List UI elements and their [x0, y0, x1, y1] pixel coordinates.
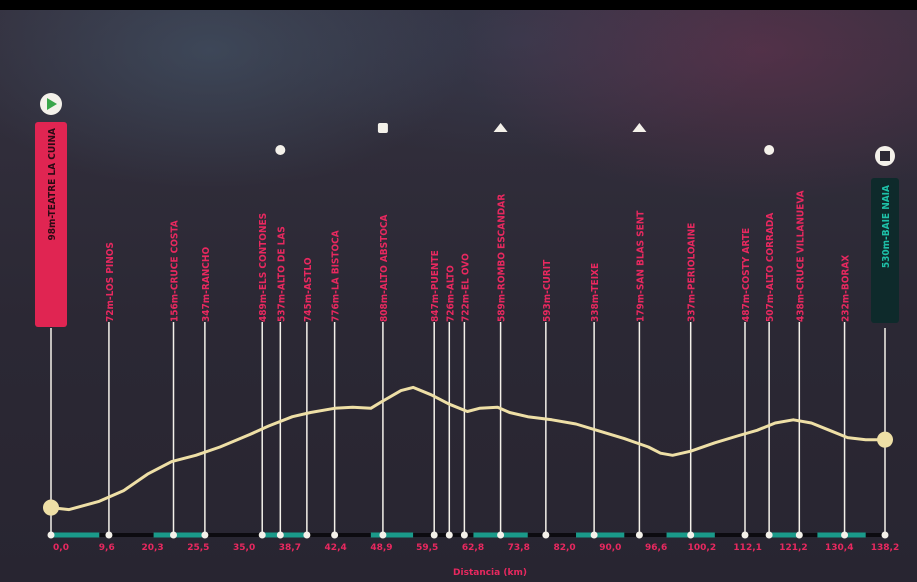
baseline-dot-18: [765, 531, 773, 539]
point-label-16: 337m-PERIOLOAINE: [687, 223, 698, 322]
x-tick-label-9: 62,8: [462, 543, 484, 553]
point-label-20: 232m-BORAX: [841, 255, 852, 322]
x-tick-label-2: 20,3: [141, 543, 163, 553]
baseline-dot-10: [445, 531, 453, 539]
elevation-line: [50, 385, 885, 512]
x-tick-label-5: 38,7: [279, 543, 301, 553]
x-tick-label-12: 90,0: [599, 543, 621, 553]
x-tick-label-1: 9,6: [99, 543, 115, 553]
finish-label-box: [871, 178, 899, 323]
baseline-dot-20: [841, 531, 849, 539]
baseline-dot-12: [497, 531, 505, 539]
x-tick-label-11: 82,0: [553, 543, 575, 553]
x-tick-label-3: 25,5: [187, 543, 209, 553]
baseline-dot-4: [258, 531, 266, 539]
start-icon-arrow: [47, 98, 57, 110]
baseline-dot-7: [331, 531, 339, 539]
x-tick-label-16: 121,2: [779, 543, 807, 553]
finish-point-marker: [877, 431, 893, 448]
mountain-icon: [632, 123, 647, 132]
mountain-icon: [493, 123, 508, 132]
baseline-dot-0: [47, 531, 55, 539]
x-tick-label-14: 100,2: [688, 543, 716, 553]
finish-label-text: 530m-BAIE NAIA: [881, 185, 892, 268]
point-label-8: 808m-ALTO ABSTOCA: [379, 214, 390, 322]
baseline-dot-9: [430, 531, 438, 539]
baseline-dot-14: [590, 531, 598, 539]
point-label-11: 722m-EL OVO: [460, 253, 471, 322]
baseline-dot-21: [881, 531, 889, 539]
point-label-5: 537m-ALTO DE LAS: [276, 226, 287, 322]
x-tick-label-10: 73,8: [508, 543, 530, 553]
baseline-dot-5: [276, 531, 284, 539]
x-tick-label-18: 138,2: [871, 543, 899, 553]
point-label-3: 347m-RANCHO: [201, 247, 212, 322]
baseline-dot-19: [795, 531, 803, 539]
baseline-dot-16: [687, 531, 695, 539]
x-tick-label-15: 112,1: [733, 543, 761, 553]
baseline-dot-11: [460, 531, 468, 539]
point-label-19: 438m-CRUCE VILLANUEVA: [795, 190, 806, 322]
point-label-6: 745m-ASTLO: [303, 257, 314, 322]
point-label-10: 726m-ALTO: [445, 265, 456, 322]
start-label-box: [35, 122, 67, 327]
baseline-dot-6: [303, 531, 311, 539]
finish-flag-icon: [880, 151, 890, 161]
point-label-4: 489m-ELS CONTONES: [258, 213, 269, 322]
background-glow: [0, 10, 917, 340]
point-label-7: 776m-LA BISTOCA: [331, 230, 342, 322]
point-label-13: 593m-CURIT: [542, 259, 553, 322]
point-label-12: 589m-ROMBO ESCANDAR: [497, 194, 508, 322]
category-icon: [377, 123, 388, 133]
x-tick-label-8: 59,5: [416, 543, 438, 553]
baseline-dot-15: [635, 531, 643, 539]
baseline-dot-8: [379, 531, 387, 539]
point-label-1: 72m-LOS PINOS: [105, 242, 116, 322]
sprint-icon: [275, 145, 286, 155]
x-axis-label: Distancia (km): [453, 568, 527, 578]
baseline-dot-3: [201, 531, 209, 539]
point-label-18: 507m-ALTO CORRADA: [765, 213, 776, 322]
x-tick-label-7: 48,9: [370, 543, 392, 553]
point-label-15: 179m-SAN BLAS SENT: [635, 210, 646, 322]
x-tick-label-17: 130,4: [825, 543, 853, 553]
point-label-14: 338m-TEIXE: [590, 263, 601, 322]
baseline-dot-13: [542, 531, 550, 539]
x-tick-label-13: 96,6: [645, 543, 667, 553]
start-point-marker: [43, 499, 59, 516]
point-label-17: 487m-COSTY ARTE: [741, 228, 752, 322]
x-tick-label-4: 35,0: [233, 543, 255, 553]
baseline-dot-1: [105, 531, 113, 539]
point-label-2: 156m-CRUCE COSTA: [170, 220, 181, 322]
x-tick-label-0: 0,0: [53, 543, 69, 553]
start-label-text: 98m-TEATRE LA CUINA: [47, 128, 58, 241]
sprint-icon: [764, 145, 775, 155]
elevation-profile-svg: 98m-TEATRE LA CUINA 72m-LOS PINOS 156m-CRU…: [35, 93, 899, 578]
point-label-9: 847m-PUENTE: [430, 250, 441, 322]
baseline-dot-17: [741, 531, 749, 539]
x-tick-label-6: 42,4: [325, 543, 347, 553]
baseline-dot-2: [170, 531, 178, 539]
